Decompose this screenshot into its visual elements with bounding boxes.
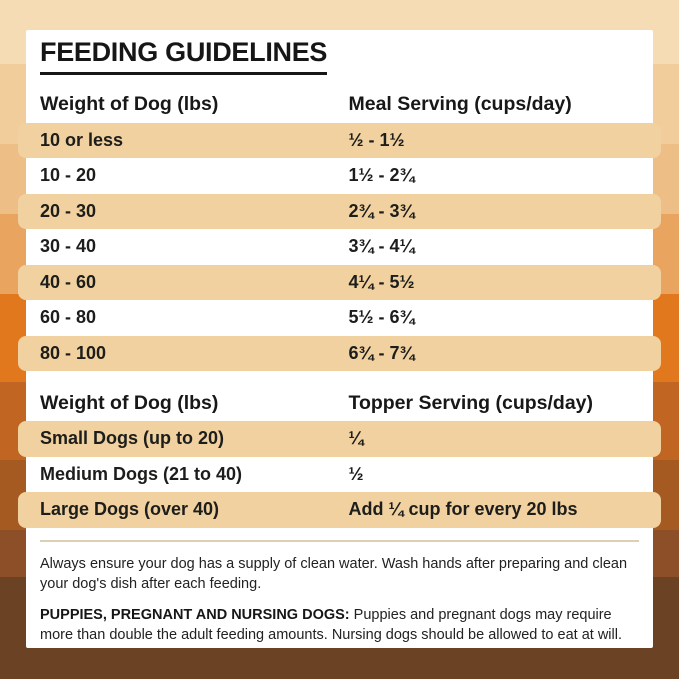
- serving-cell: ½ - 1½: [348, 129, 405, 150]
- table-row: Large Dogs (over 40) Add ¼ cup for every…: [18, 492, 661, 528]
- serving-cell: 1½ - 2¾: [348, 165, 415, 186]
- puppies-pregnant-note-text: Puppies and pregnant dogs may require mo…: [40, 606, 622, 644]
- serving-cell: 3¾ - 4¼: [348, 236, 415, 257]
- table-row: 80 - 100 6¾ - 7¾: [18, 335, 661, 372]
- serving-cell: 6¾ - 7¾: [348, 342, 415, 363]
- footer-divider: [40, 539, 639, 542]
- meal-table-header-row: Weight of Dog (lbs) Meal Serving (cups/d…: [40, 87, 639, 123]
- table-row: 30 - 40 3¾ - 4¼: [40, 229, 639, 265]
- serving-cell: 2¾ - 3¾: [348, 200, 415, 221]
- weight-cell: Medium Dogs (21 to 40): [40, 463, 243, 484]
- weight-cell: 10 - 20: [40, 165, 97, 186]
- weight-cell: Small Dogs (up to 20): [40, 428, 225, 449]
- weight-cell: 30 - 40: [40, 236, 97, 257]
- weight-cell: 10 or less: [40, 129, 124, 150]
- meal-header-serving: Meal Serving (cups/day): [348, 93, 572, 116]
- topper-header-weight: Weight of Dog (lbs): [40, 391, 219, 414]
- weight-cell: Large Dogs (over 40): [40, 499, 220, 520]
- topper-table-header-row: Weight of Dog (lbs) Topper Serving (cups…: [40, 385, 639, 421]
- weight-cell: 60 - 80: [40, 307, 97, 328]
- table-row: Small Dogs (up to 20) ¼: [18, 421, 661, 457]
- table-row: 10 - 20 1½ - 2¾: [40, 158, 639, 194]
- puppies-pregnant-note: PUPPIES, PREGNANT AND NURSING DOGS: Pupp…: [40, 605, 639, 646]
- table-row: 40 - 60 4¼ - 5½: [18, 264, 661, 301]
- topper-serving-table: Weight of Dog (lbs) Topper Serving (cups…: [18, 385, 661, 528]
- weight-cell: 40 - 60: [40, 271, 97, 292]
- table-row: 20 - 30 2¾ - 3¾: [18, 193, 661, 230]
- clean-water-note: Always ensure your dog has a supply of c…: [40, 555, 628, 593]
- weight-cell: 20 - 30: [40, 200, 97, 221]
- table-row: Medium Dogs (21 to 40) ½: [40, 457, 639, 493]
- serving-cell: ½: [348, 463, 364, 484]
- weight-cell: 80 - 100: [40, 342, 107, 363]
- guidelines-card: FEEDING GUIDELINES Weight of Dog (lbs) M…: [18, 30, 661, 648]
- table-row: 10 or less ½ - 1½: [18, 122, 661, 159]
- serving-cell: ¼: [348, 428, 364, 449]
- serving-cell: Add ¼ cup for every 20 lbs: [348, 499, 578, 520]
- meal-serving-table: Weight of Dog (lbs) Meal Serving (cups/d…: [18, 87, 661, 372]
- page-title: FEEDING GUIDELINES: [40, 39, 327, 75]
- topper-header-serving: Topper Serving (cups/day): [348, 391, 593, 414]
- serving-cell: 4¼ - 5½: [348, 271, 415, 292]
- serving-cell: 5½ - 6¾: [348, 307, 415, 328]
- puppies-pregnant-note-label: PUPPIES, PREGNANT AND NURSING DOGS:: [40, 606, 350, 623]
- meal-header-weight: Weight of Dog (lbs): [40, 93, 219, 116]
- table-row: 60 - 80 5½ - 6¾: [40, 300, 639, 336]
